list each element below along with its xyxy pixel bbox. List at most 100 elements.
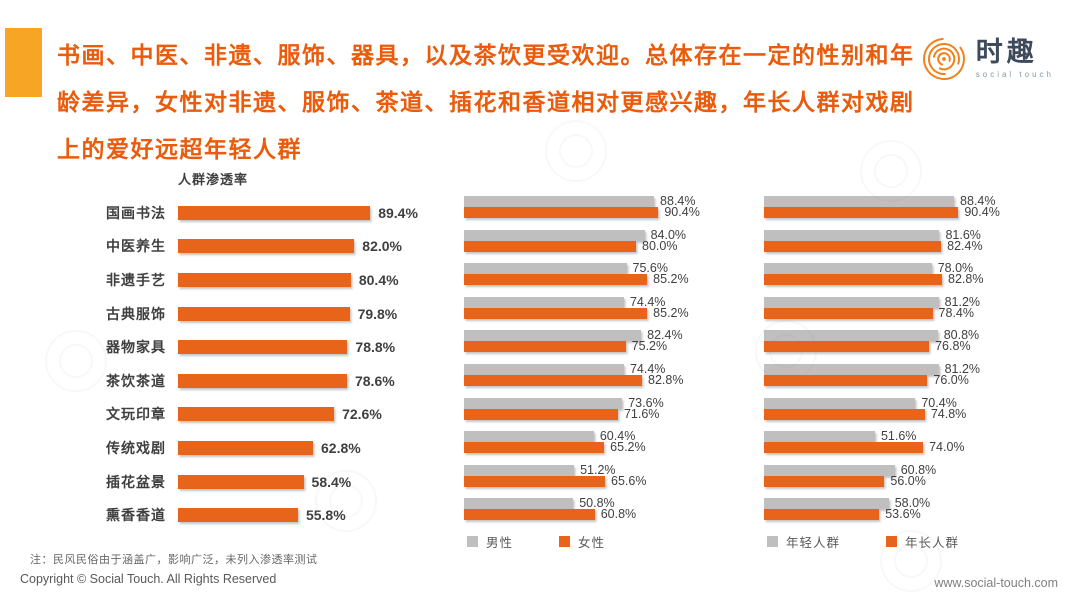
bar-row: 65.2% — [464, 441, 700, 453]
social-touch-logo: 时趣 social touch — [921, 36, 1054, 82]
legend-item-female: 女性 — [559, 532, 605, 551]
bar-value-label: 72.6% — [342, 406, 382, 423]
bar-value-label: 51.6% — [880, 429, 917, 444]
bar-value-label: 74.4% — [629, 361, 666, 376]
bar-group: 58.0% 53.6% — [764, 496, 1000, 521]
bar-value-label: 76.0% — [933, 372, 969, 387]
bar-value-label: 74.0% — [929, 440, 965, 455]
bar-value-label: 78.4% — [938, 305, 974, 320]
bar-group: 80.8% 76.8% — [764, 329, 1000, 354]
male-bar — [464, 229, 645, 241]
bar-value-label: 80.0% — [642, 238, 678, 253]
bar-value-label: 81.6% — [945, 227, 981, 242]
spiral-logo-icon — [922, 38, 965, 80]
legend-label: 男性 — [486, 535, 514, 550]
bar-group: 51.2% 65.6% — [464, 462, 700, 487]
bar-value-label: 80.4% — [358, 271, 399, 288]
bar-value-label: 76.8% — [935, 339, 971, 354]
female-bar — [464, 240, 636, 252]
bar-row: 60.8% — [464, 507, 700, 522]
bar-group: 51.6% 74.0% — [764, 429, 1000, 455]
bar-value-label: 75.6% — [632, 261, 668, 276]
older-bar — [764, 307, 933, 319]
category-label: 插花盆景 — [106, 473, 166, 490]
bar-group: 70.4% 74.8% — [764, 395, 1000, 420]
logo-subtitle: social touch — [975, 70, 1054, 79]
bar-group: 81.2% 78.4% — [764, 296, 1000, 320]
bar-value-label: 84.0% — [650, 227, 687, 242]
bar-row: 非遗手艺 80.4% — [95, 263, 455, 297]
age-legend: 年轻人群 年长人群 — [764, 532, 1000, 551]
bar-row: 75.6% — [464, 261, 700, 276]
male-bar — [464, 263, 627, 275]
bar-value-label: 82.8% — [648, 372, 684, 387]
male-bar — [464, 464, 575, 476]
bar-row: 70.4% — [764, 395, 1000, 410]
bar-value-label: 85.2% — [653, 305, 689, 320]
bar-row: 74.8% — [764, 407, 1000, 420]
bar-value-label: 71.6% — [623, 406, 660, 421]
title-line-2: 龄差异，女性对非遗、服饰、茶道、插花和香道相对更感兴趣，年长人群对戏剧 — [57, 89, 915, 115]
bar-row: 51.2% — [464, 462, 700, 477]
copyright-text: Copyright © Social Touch. All Rights Res… — [20, 572, 277, 586]
bar-row: 82.8% — [764, 273, 1000, 285]
bar-row: 82.4% — [764, 238, 1000, 253]
category-label: 非遗手艺 — [106, 271, 166, 288]
bar-row: 90.4% — [464, 205, 700, 219]
bar-row: 90.4% — [764, 206, 1000, 218]
female-bar — [464, 274, 648, 286]
bar-row: 中医养生 82.0% — [95, 230, 455, 264]
bar-group: 88.4% 90.4% — [464, 194, 700, 219]
age-chart-rows: 88.4% 90.4% 81.6% 82.4% 78.0% 82.8% 81.2% 78.4%… — [764, 195, 1000, 521]
female-bar — [464, 408, 618, 420]
female-bar — [464, 509, 595, 521]
bar-group: 81.2% 76.0% — [764, 361, 1000, 387]
bar-row: 65.6% — [464, 475, 700, 487]
penetration-bar — [178, 373, 347, 388]
older-bar — [764, 509, 880, 521]
male-bar — [464, 296, 624, 308]
bar-value-label: 62.8% — [321, 439, 361, 456]
logo-name: 时趣 — [975, 37, 1038, 67]
older-bar — [764, 240, 942, 252]
female-bar — [464, 374, 643, 386]
bar-value-label: 78.8% — [355, 339, 396, 356]
penetration-bar — [178, 239, 355, 254]
bar-row: 88.4% — [764, 195, 1000, 207]
bar-value-label: 82.4% — [647, 328, 683, 343]
bar-value-label: 58.0% — [894, 496, 931, 511]
bar-value-label: 82.4% — [947, 238, 983, 253]
legend-item-male: 男性 — [467, 532, 513, 551]
legend-swatch-male — [467, 535, 478, 547]
male-bar — [464, 498, 574, 510]
bar-value-label: 82.0% — [362, 238, 402, 255]
bar-row: 56.0% — [764, 473, 1000, 488]
bar-value-label: 88.4% — [660, 194, 696, 208]
penetration-chart-title: 人群渗透率 — [178, 171, 249, 187]
young-bar — [764, 464, 895, 476]
bar-row: 85.2% — [464, 273, 700, 286]
bar-value-label: 90.4% — [664, 205, 700, 219]
penetration-bar — [178, 340, 348, 355]
bar-row: 器物家具 78.8% — [95, 330, 455, 364]
bar-row: 88.4% — [464, 194, 700, 208]
bar-row: 51.6% — [764, 429, 1000, 444]
bar-value-label: 81.2% — [944, 361, 981, 376]
bar-row: 75.2% — [464, 340, 700, 353]
legend-swatch-female — [559, 535, 571, 547]
bar-value-label: 56.0% — [890, 473, 926, 488]
penetration-bar — [178, 508, 298, 523]
category-label: 文玩印章 — [106, 406, 166, 423]
male-bar — [464, 397, 623, 409]
male-bar — [464, 363, 624, 375]
bar-value-label: 70.4% — [921, 395, 957, 410]
bar-value-label: 51.2% — [580, 462, 616, 477]
bar-row: 74.4% — [464, 294, 700, 309]
bar-value-label: 74.4% — [629, 294, 666, 309]
bar-value-label: 78.6% — [354, 372, 395, 389]
legend-label: 女性 — [578, 535, 606, 550]
bar-row: 58.0% — [764, 496, 1000, 511]
older-bar — [764, 341, 930, 353]
bar-value-label: 60.8% — [600, 507, 637, 522]
